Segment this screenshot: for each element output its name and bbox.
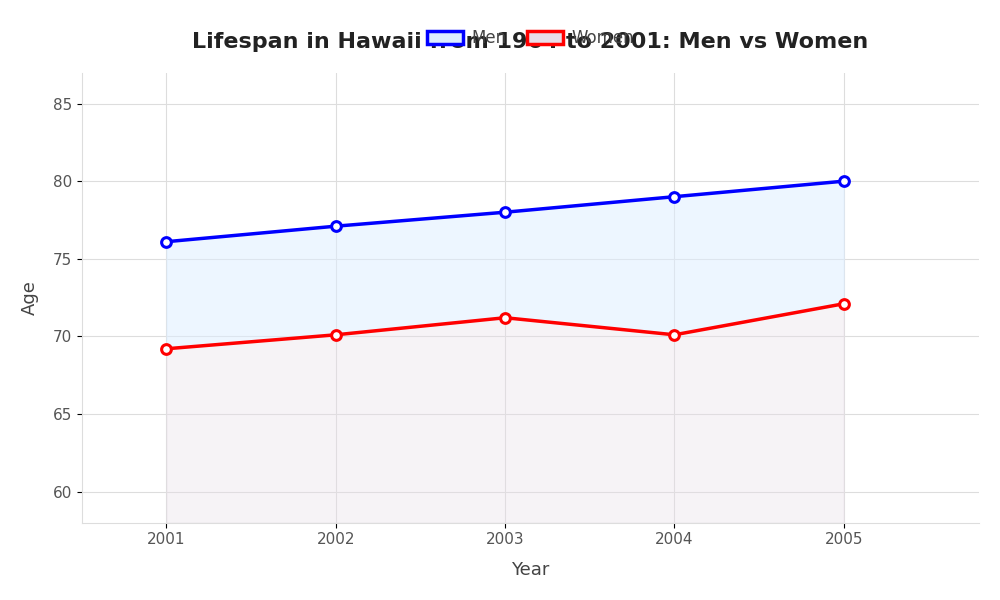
Y-axis label: Age: Age <box>21 280 39 315</box>
Title: Lifespan in Hawaii from 1964 to 2001: Men vs Women: Lifespan in Hawaii from 1964 to 2001: Me… <box>192 32 869 52</box>
X-axis label: Year: Year <box>511 561 550 579</box>
Legend: Men, Women: Men, Women <box>420 22 641 54</box>
